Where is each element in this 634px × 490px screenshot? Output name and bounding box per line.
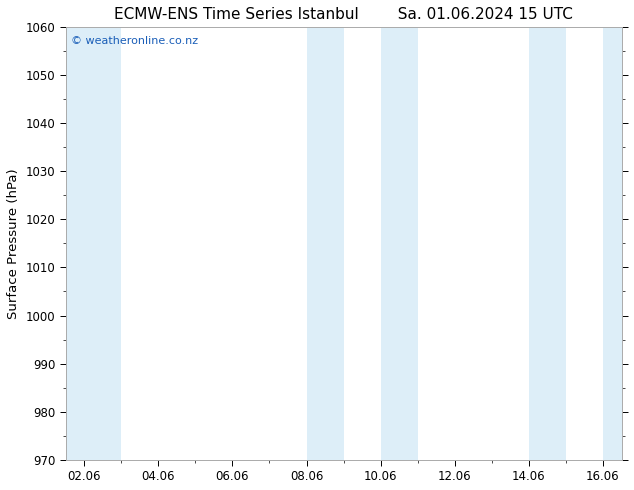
Title: ECMW-ENS Time Series Istanbul        Sa. 01.06.2024 15 UTC: ECMW-ENS Time Series Istanbul Sa. 01.06.… <box>114 7 573 22</box>
Bar <box>380 27 418 460</box>
Bar <box>66 27 121 460</box>
Bar <box>306 27 344 460</box>
Text: © weatheronline.co.nz: © weatheronline.co.nz <box>71 36 198 46</box>
Bar <box>529 27 566 460</box>
Bar <box>603 27 621 460</box>
Y-axis label: Surface Pressure (hPa): Surface Pressure (hPa) <box>7 168 20 319</box>
